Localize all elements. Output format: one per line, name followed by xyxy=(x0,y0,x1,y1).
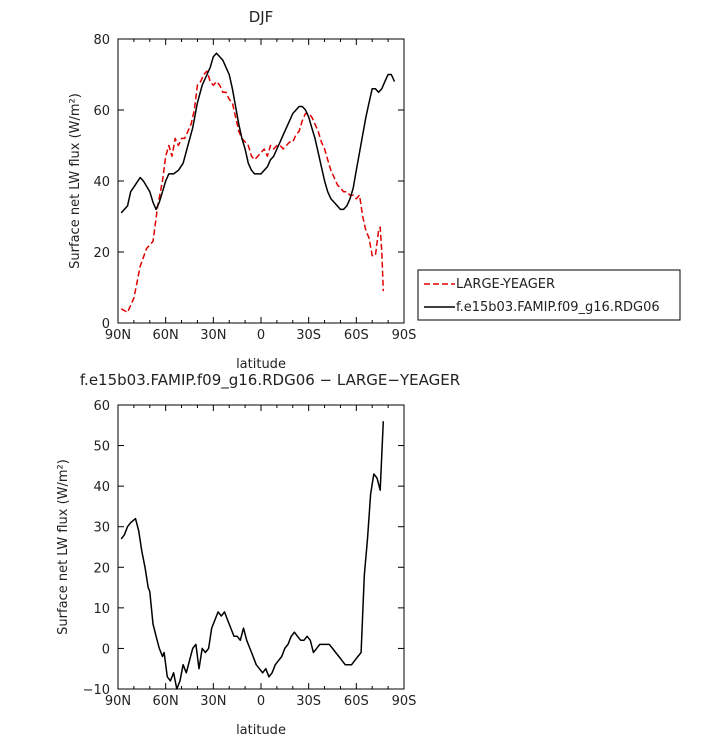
x-tick-label: 90S xyxy=(392,694,417,709)
x-tick-label: 0 xyxy=(257,328,265,343)
bottom-y-axis-label: Surface net LW flux (W/m²) xyxy=(56,459,71,635)
y-tick-label: 0 xyxy=(102,642,110,657)
y-tick-label: 50 xyxy=(93,440,110,455)
x-tick-label: 60N xyxy=(153,694,179,709)
bottom-chart-title: f.e15b03.FAMIP.f09_g16.RDG06 − LARGE−YEA… xyxy=(80,371,460,390)
bottom-x-axis-label: latitude xyxy=(236,723,286,738)
bottom-series xyxy=(120,421,385,690)
x-tick-label: 30S xyxy=(296,328,321,343)
x-tick-label: 60S xyxy=(344,694,369,709)
series-line-0-0 xyxy=(120,70,385,314)
y-tick-label: 60 xyxy=(93,399,110,414)
series-line-1-0 xyxy=(120,421,385,690)
bottom-panel: f.e15b03.FAMIP.f09_g16.RDG06 − LARGE−YEA… xyxy=(56,371,460,738)
y-tick-label: 40 xyxy=(93,175,110,190)
y-tick-label: 30 xyxy=(93,521,110,536)
bottom-ticks: 90N 60N 30N 0 30S 60S 90S −10 0 10 20 30 40 50 60 xyxy=(83,399,417,709)
y-tick-label: 20 xyxy=(93,246,110,261)
x-tick-label: 30N xyxy=(200,328,226,343)
top-x-axis-label: latitude xyxy=(236,357,286,372)
top-chart-title: DJF xyxy=(249,8,274,26)
legend-box xyxy=(417,269,681,321)
y-tick-label: 20 xyxy=(93,561,110,576)
y-tick-label: 60 xyxy=(93,104,110,119)
legend-label-large-yeager: LARGE-YEAGER xyxy=(456,277,555,292)
y-tick-label: 10 xyxy=(93,602,110,617)
top-panel: DJF 90N 60N 30N 0 30S 60S 90S 0 20 40 60 80 latitud… xyxy=(68,8,416,372)
x-tick-label: 60S xyxy=(344,328,369,343)
x-tick-label: 60N xyxy=(153,328,179,343)
y-tick-label: 80 xyxy=(93,33,110,48)
top-y-axis-label: Surface net LW flux (W/m²) xyxy=(68,93,83,269)
legend-label-rdg06: f.e15b03.FAMIP.f09_g16.RDG06 xyxy=(456,300,660,315)
x-tick-label: 30N xyxy=(200,694,226,709)
y-tick-label: −10 xyxy=(83,683,110,698)
top-ticks: 90N 60N 30N 0 30S 60S 90S 0 20 40 60 80 xyxy=(93,33,416,343)
x-tick-label: 90N xyxy=(105,328,131,343)
legend: LARGE-YEAGER f.e15b03.FAMIP.f09_g16.RDG0… xyxy=(417,269,681,321)
x-tick-label: 90N xyxy=(105,694,131,709)
y-tick-label: 0 xyxy=(102,317,110,332)
x-tick-label: 90S xyxy=(392,328,417,343)
x-tick-label: 30S xyxy=(296,694,321,709)
x-tick-label: 0 xyxy=(257,694,265,709)
top-series xyxy=(120,52,396,314)
series-line-0-1 xyxy=(120,52,396,214)
top-plot-frame xyxy=(117,38,405,324)
y-tick-label: 40 xyxy=(93,480,110,495)
